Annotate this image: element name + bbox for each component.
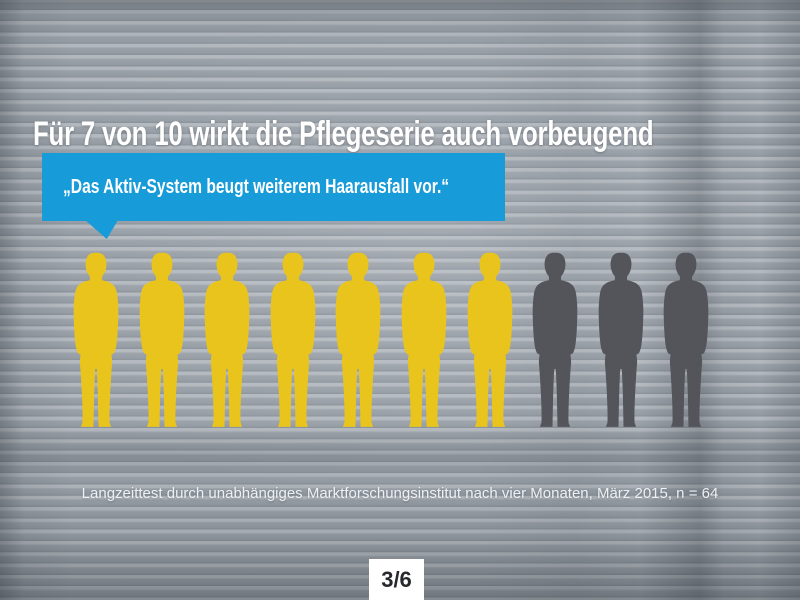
- figure-row: [67, 250, 715, 432]
- page-indicator-box: 3/6: [369, 559, 424, 600]
- person-figure-highlighted: [401, 252, 447, 427]
- slide-headline: Für 7 von 10 wirkt die Pflegeserie auch …: [33, 114, 654, 153]
- person-figure-highlighted: [467, 252, 512, 427]
- page-indicator: 3/6: [381, 566, 412, 592]
- speech-bubble-tail: [85, 220, 118, 239]
- speech-bubble-quote: „Das Aktiv-System beugt weiterem Haaraus…: [63, 175, 450, 198]
- person-figure-muted: [664, 252, 709, 427]
- person-figure-muted: [598, 252, 644, 427]
- person-figure-highlighted: [336, 252, 381, 427]
- person-figure-muted: [532, 252, 578, 427]
- person-figure-highlighted: [139, 252, 184, 427]
- person-figure-highlighted: [73, 252, 119, 427]
- person-figure-highlighted: [204, 252, 250, 427]
- source-note: Langzeittest durch unabhängiges Marktfor…: [81, 485, 719, 502]
- person-figure-highlighted: [270, 252, 316, 427]
- speech-bubble: „Das Aktiv-System beugt weiterem Haaraus…: [42, 153, 505, 221]
